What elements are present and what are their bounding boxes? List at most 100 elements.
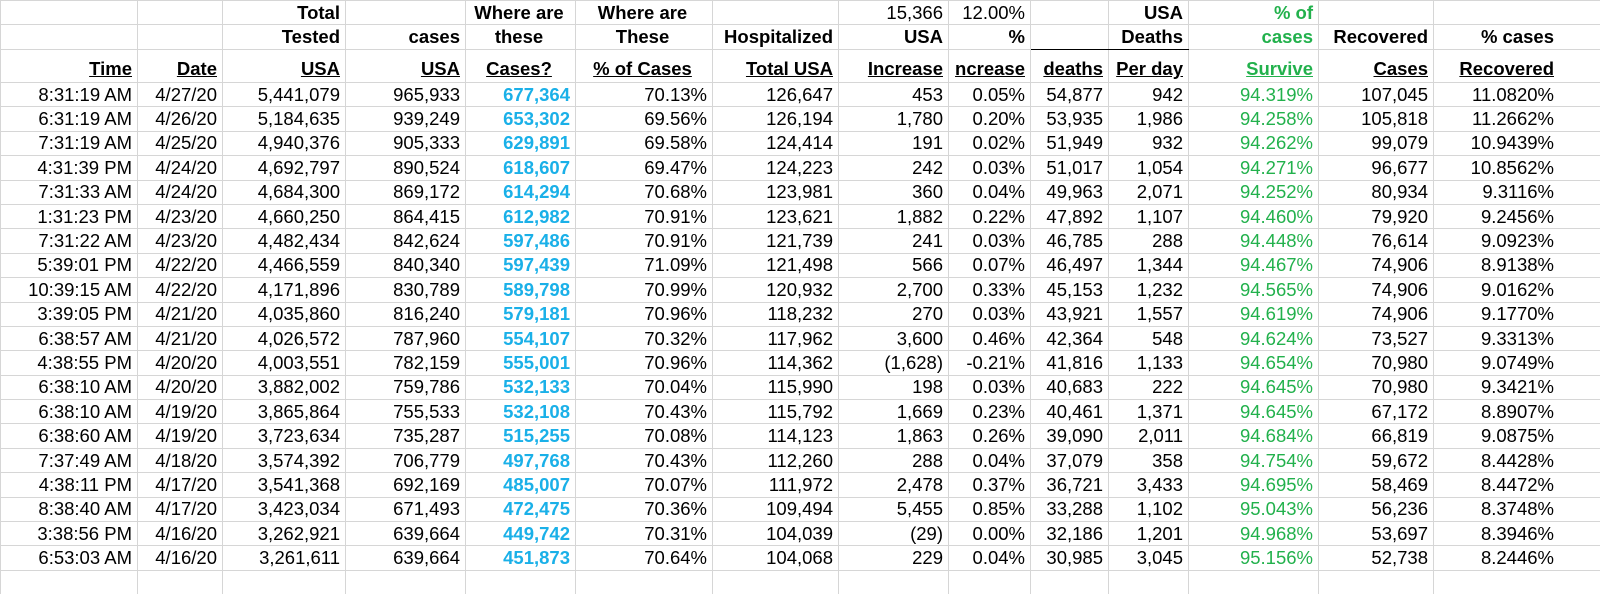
data-cell: 4,026,572: [222, 325, 346, 352]
data-cell: 94.695%: [1188, 472, 1319, 498]
data-cell: 79,920: [1318, 203, 1434, 230]
data-cell: 358: [1108, 447, 1189, 474]
header-cell: % of: [1188, 0, 1319, 25]
data-cell: 70.99%: [575, 277, 713, 303]
data-cell: 94.565%: [1188, 277, 1319, 303]
header-text: Deaths: [1121, 26, 1183, 47]
data-cell: 1,054: [1108, 155, 1189, 181]
data-cell: 191: [838, 130, 949, 157]
data-cell: 70,980: [1318, 374, 1434, 401]
data-cell: 53,935: [1030, 106, 1109, 132]
data-cell: 94.754%: [1188, 447, 1319, 474]
header-row: Time Date USA USA Cases? % of Cases Total USA I…: [0, 49, 1600, 83]
header-text: These: [615, 26, 670, 47]
header-cell: Hospitalized: [712, 24, 839, 50]
data-cell: 94.645%: [1188, 399, 1319, 425]
data-row: 3:38:56 PM 4/16/20 3,262,921 639,664 449,742…: [0, 521, 1600, 547]
empty-row: [0, 569, 1600, 594]
header-text: Where are: [597, 1, 688, 23]
data-cell: 53,697: [1318, 521, 1434, 547]
empty-cell: [1188, 569, 1319, 594]
header-cell: % cases: [1433, 24, 1600, 50]
data-cell: 6:31:19 AM: [0, 106, 138, 132]
header-cell: Tested: [222, 24, 346, 50]
header-text: Hospitalized: [724, 26, 833, 47]
data-cell: 4/18/20: [137, 447, 223, 474]
data-cell: 51,949: [1030, 130, 1109, 157]
empty-cell: [1318, 569, 1434, 594]
data-cell: 3,261,611: [222, 545, 346, 571]
data-cell: 70.32%: [575, 325, 713, 352]
data-row: 4:38:55 PM 4/20/20 4,003,551 782,159 555,001…: [0, 350, 1600, 376]
header-cell: [345, 0, 466, 25]
data-cell: 8:38:40 AM: [0, 496, 138, 523]
header-text: Total USA: [745, 58, 833, 79]
data-cell: 3,045: [1108, 545, 1189, 571]
data-cell: 94.654%: [1188, 350, 1319, 376]
data-cell: 864,415: [345, 203, 466, 230]
data-cell: 8.2446%: [1433, 545, 1600, 571]
data-cell: 4/27/20: [137, 81, 223, 108]
data-cell: 735,287: [345, 423, 466, 449]
header-cell: Total: [222, 0, 346, 25]
data-row: 7:37:49 AM 4/18/20 3,574,392 706,779 497,768…: [0, 447, 1600, 474]
data-cell: 11.2662%: [1433, 106, 1600, 132]
data-row: 6:53:03 AM 4/16/20 3,261,611 639,664 451,873…: [0, 545, 1600, 571]
data-cell: 70.13%: [575, 81, 713, 108]
data-cell: 105,818: [1318, 106, 1434, 132]
data-cell: 1,780: [838, 106, 949, 132]
data-cell: 94.968%: [1188, 521, 1319, 547]
data-row: 7:31:22 AM 4/23/20 4,482,434 842,624 597,486…: [0, 228, 1600, 254]
data-cell: 1,133: [1108, 350, 1189, 376]
data-cell: 6:53:03 AM: [0, 545, 138, 571]
data-cell: 4/17/20: [137, 472, 223, 498]
data-cell: 124,414: [712, 130, 839, 157]
data-cell: 0.22%: [948, 203, 1031, 230]
header-text: Date: [176, 58, 217, 79]
data-cell: 3,574,392: [222, 447, 346, 474]
data-cell: 70.31%: [575, 521, 713, 547]
data-cell: 67,172: [1318, 399, 1434, 425]
header-cell: [1030, 0, 1109, 25]
data-cell: 677,364: [465, 81, 576, 108]
data-cell: 70.68%: [575, 179, 713, 205]
data-cell: 4/23/20: [137, 203, 223, 230]
data-cell: 111,972: [712, 472, 839, 498]
data-cell: 74,906: [1318, 301, 1434, 327]
data-cell: 109,494: [712, 496, 839, 523]
data-cell: 554,107: [465, 325, 576, 352]
data-cell: 8.4428%: [1433, 447, 1600, 474]
data-cell: 4/16/20: [137, 545, 223, 571]
header-cell: [0, 0, 138, 25]
data-cell: 95.043%: [1188, 496, 1319, 523]
data-cell: 94.460%: [1188, 203, 1319, 230]
data-cell: 1,371: [1108, 399, 1189, 425]
data-cell: 94.258%: [1188, 106, 1319, 132]
header-cell: These: [575, 24, 713, 50]
data-cell: 241: [838, 228, 949, 254]
empty-cell: [0, 569, 138, 594]
header-cell: Recovered: [1433, 49, 1600, 83]
header-text: deaths: [1043, 58, 1103, 79]
data-cell: 597,486: [465, 228, 576, 254]
data-cell: 242: [838, 155, 949, 181]
data-cell: 10.9439%: [1433, 130, 1600, 157]
data-cell: 639,664: [345, 521, 466, 547]
header-text: cases: [408, 26, 460, 47]
header-cell: [1433, 0, 1600, 25]
data-cell: 4/19/20: [137, 399, 223, 425]
data-cell: 51,017: [1030, 155, 1109, 181]
data-cell: 70.64%: [575, 545, 713, 571]
header-cell: USA: [838, 24, 949, 50]
data-cell: 45,153: [1030, 277, 1109, 303]
data-cell: 222: [1108, 374, 1189, 401]
data-cell: 0.04%: [948, 545, 1031, 571]
data-cell: 94.684%: [1188, 423, 1319, 449]
data-cell: 1,201: [1108, 521, 1189, 547]
data-cell: 782,159: [345, 350, 466, 376]
data-cell: 939,249: [345, 106, 466, 132]
data-cell: 4,003,551: [222, 350, 346, 376]
header-text: Where are: [474, 1, 564, 23]
data-cell: 70.08%: [575, 423, 713, 449]
data-cell: 114,123: [712, 423, 839, 449]
